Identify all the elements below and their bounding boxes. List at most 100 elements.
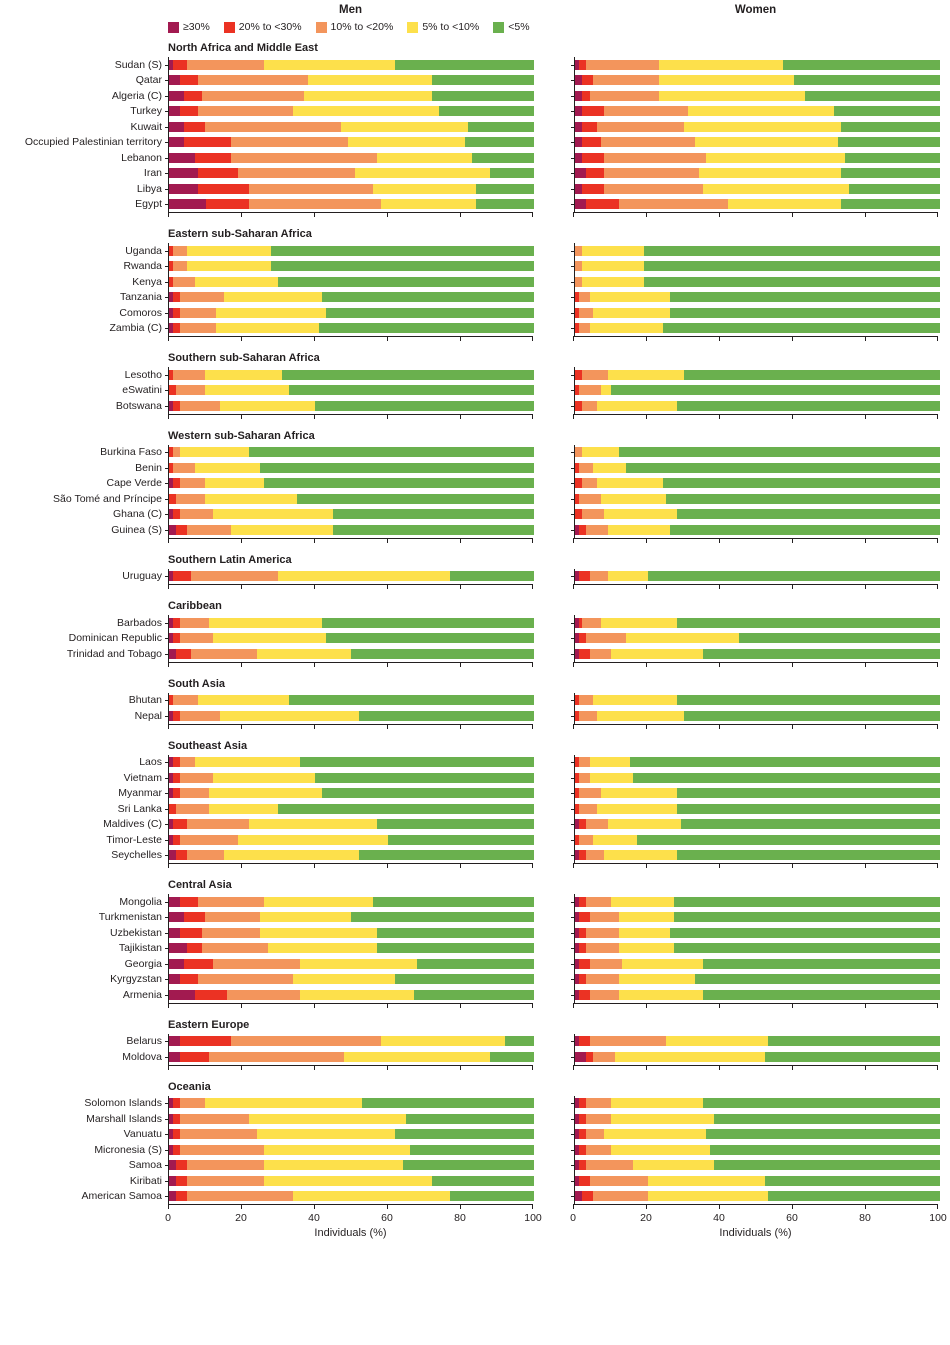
column-gap	[533, 584, 573, 591]
column-gap	[533, 1003, 573, 1010]
stacked-bar	[575, 974, 940, 985]
chart-row: Comoros	[0, 305, 950, 321]
region-title: Western sub-Saharan Africa	[168, 429, 315, 442]
bar-segment	[318, 323, 534, 334]
men-bar-panel	[165, 1095, 534, 1111]
bar-segment	[575, 1113, 579, 1124]
x-axis-row	[0, 1002, 950, 1010]
axis-tick	[937, 585, 938, 589]
axis-tick	[460, 538, 461, 543]
bar-segment	[764, 1175, 940, 1186]
women-bar-panel	[571, 522, 940, 538]
axis-tick	[646, 1065, 647, 1070]
axis-tick	[387, 864, 388, 868]
axis-tick	[314, 724, 315, 729]
x-axis-row	[0, 661, 950, 669]
bar-segment	[582, 1191, 594, 1202]
bar-segment	[187, 524, 232, 535]
country-label: Nepal	[134, 709, 162, 722]
bar-segment	[768, 1036, 940, 1047]
bar-segment	[179, 896, 199, 907]
axis-tick	[387, 1003, 388, 1008]
bar-segment	[417, 958, 534, 969]
bar-segment	[575, 850, 579, 861]
axis-tick	[241, 864, 242, 868]
stacked-bar	[575, 896, 940, 907]
bar-segment	[172, 1098, 180, 1109]
bar-segment	[183, 121, 206, 132]
bar-segment	[431, 75, 534, 86]
stacked-bar	[169, 400, 534, 411]
bar-segment	[834, 106, 940, 117]
bar-segment	[575, 493, 579, 504]
bar-segment	[231, 1036, 381, 1047]
x-tick-label: 40	[713, 1212, 725, 1224]
men-bar-panel	[165, 1188, 534, 1204]
bar-segment	[585, 1098, 612, 1109]
bar-segment	[578, 958, 590, 969]
women-bar-panel	[571, 243, 940, 259]
bar-segment	[578, 834, 594, 845]
x-axis-row	[0, 336, 950, 343]
country-label: Benin	[135, 461, 162, 474]
stacked-bar	[575, 633, 940, 644]
men-bar-panel	[165, 909, 534, 925]
women-bar-panel	[571, 940, 940, 956]
bar-segment	[198, 695, 290, 706]
country-label: Zambia (C)	[109, 322, 162, 335]
women-bar-panel	[571, 785, 940, 801]
bar-segment	[585, 896, 612, 907]
bar-segment	[169, 292, 173, 303]
stacked-bar	[575, 75, 940, 86]
women-bar-panel	[571, 320, 940, 336]
axis-tick	[646, 585, 647, 589]
country-label: Kenya	[132, 275, 162, 288]
bar-segment	[325, 633, 534, 644]
bar-segment	[395, 1129, 534, 1140]
region-block: Oceania Solomon Islands Marshall Islands Va…	[0, 1081, 950, 1240]
country-label: São Tomé and Príncipe	[53, 492, 162, 505]
axis-tick	[792, 337, 793, 341]
bar-segment	[596, 710, 685, 721]
women-bar-panel	[571, 630, 940, 646]
stacked-bar	[575, 1191, 940, 1202]
bar-segment	[618, 927, 670, 938]
stacked-bar	[169, 617, 534, 628]
bar-segment	[169, 385, 177, 396]
bar-segment	[578, 617, 583, 628]
stacked-bar	[169, 1051, 534, 1062]
bar-segment	[578, 803, 597, 814]
bar-segment	[347, 137, 465, 148]
bar-segment	[172, 400, 180, 411]
x-tick-label: 80	[859, 1212, 871, 1224]
x-tick-labels: 0 20 40 60 80 100	[570, 1211, 947, 1224]
bar-segment	[249, 183, 374, 194]
axis-tick	[792, 1003, 793, 1008]
bar-segment	[169, 633, 173, 644]
bar-segment	[179, 478, 206, 489]
women-bar-panel	[571, 832, 940, 848]
bar-segment	[176, 1175, 188, 1186]
bar-segment	[575, 927, 579, 938]
stacked-bar	[575, 183, 940, 194]
bar-segment	[593, 1191, 648, 1202]
x-axis	[573, 1064, 938, 1072]
men-bar-panel	[165, 816, 534, 832]
bar-segment	[644, 261, 940, 272]
men-bar-panel	[165, 196, 534, 212]
women-bar-panel	[571, 196, 940, 212]
bar-segment	[176, 803, 210, 814]
x-axis	[168, 413, 533, 421]
bar-segment	[212, 633, 326, 644]
axis-tick	[532, 662, 533, 667]
chart-row: Mongolia	[0, 894, 950, 910]
stacked-bar	[169, 524, 534, 535]
bar-segment	[395, 974, 534, 985]
region-block: North Africa and Middle East Sudan (S) Qat…	[0, 42, 950, 219]
men-bar-panel	[165, 1033, 534, 1049]
bar-segment	[169, 59, 173, 70]
bar-segment	[739, 633, 940, 644]
bar-segment	[593, 834, 638, 845]
bar-segment	[344, 1051, 491, 1062]
bar-segment	[604, 106, 689, 117]
